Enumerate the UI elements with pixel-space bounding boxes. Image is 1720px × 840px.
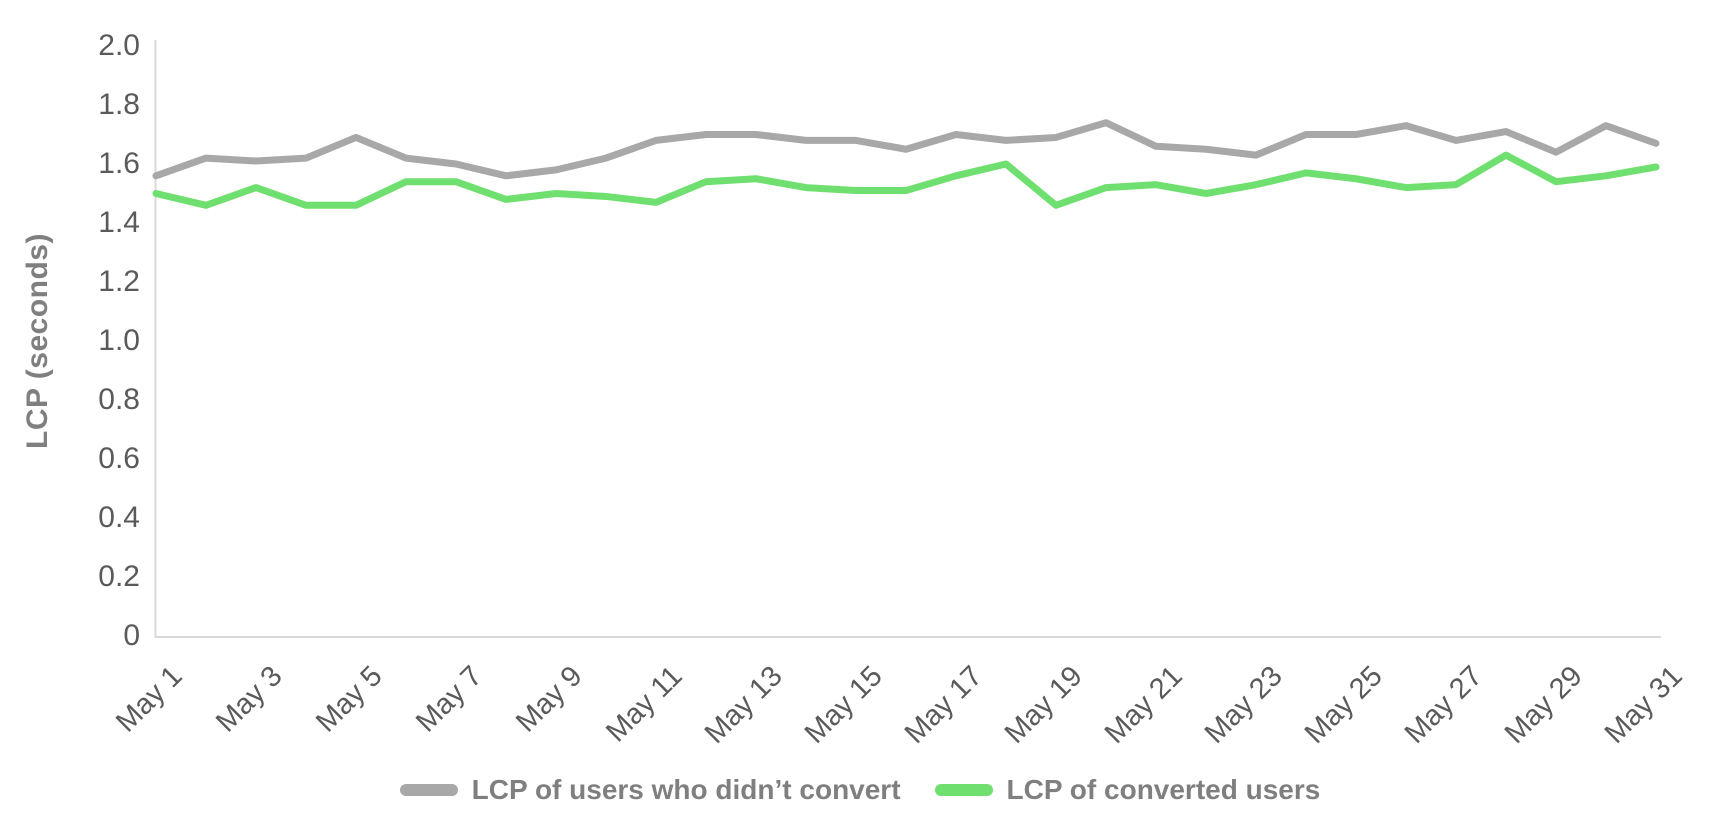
y-tick-label: 0.2 [98, 560, 140, 593]
y-tick-label: 1.2 [98, 265, 140, 298]
y-axis-title: LCP (seconds) [21, 233, 54, 449]
legend-label: LCP of users who didn’t convert [471, 774, 901, 805]
y-tick-label: 1.8 [98, 88, 140, 121]
y-tick-label: 2.0 [98, 29, 140, 62]
legend-item: LCP of converted users [934, 774, 1321, 806]
legend: LCP of users who didn’t convert LCP of co… [0, 774, 1720, 806]
legend-swatch [934, 784, 993, 796]
y-tick-label: 0.6 [98, 442, 140, 475]
legend-swatch [399, 784, 458, 796]
line-converted-users [152, 151, 1660, 209]
legend-label: LCP of converted users [1006, 774, 1321, 805]
y-tick-label: 1.0 [98, 324, 140, 357]
y-tick-label: 0.4 [98, 501, 140, 534]
legend-item: LCP of users who didn’t convert [399, 774, 901, 806]
y-tick-label: 1.4 [98, 206, 140, 239]
y-tick-label: 0.8 [98, 383, 140, 416]
y-tick-label: 1.6 [98, 147, 140, 180]
y-tick-label: 0 [123, 619, 140, 652]
line-users-didnt-convert [152, 119, 1660, 180]
